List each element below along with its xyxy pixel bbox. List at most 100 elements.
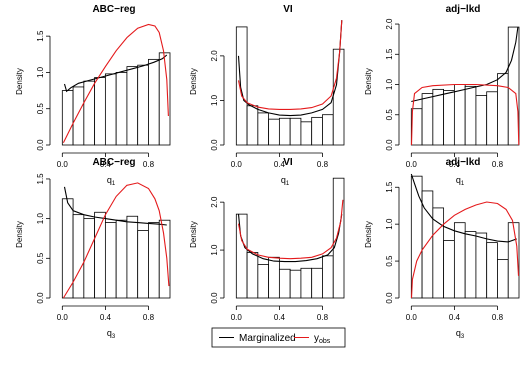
marginalized-density-curve	[63, 186, 167, 226]
histogram-bar	[443, 240, 455, 299]
marginalized-density-curve	[237, 214, 343, 263]
histogram-bar	[475, 232, 488, 299]
x-tick-label: 0.4	[274, 160, 286, 169]
y-axis-label: Density	[15, 221, 24, 248]
yobs-density-curve	[410, 201, 520, 299]
legend: Marginalized yobs	[211, 327, 346, 348]
histogram-bar	[137, 64, 149, 146]
histogram-bar	[486, 91, 498, 146]
histogram-bar	[311, 267, 323, 299]
x-axis-label-sub: 1	[461, 181, 465, 187]
histogram-bar	[148, 222, 160, 299]
x-axis-label-main: q	[456, 175, 461, 185]
x-axis-label-sub: 3	[112, 334, 116, 340]
histogram-bar	[453, 84, 466, 146]
x-tick-label: 0.8	[492, 313, 504, 322]
histogram-bar	[443, 90, 455, 146]
y-axis-label: Density	[364, 68, 373, 95]
x-tick-label: 0.4	[100, 160, 112, 169]
y-axis: 0.0 0.5 1.0 1.5 2.0 Density	[364, 18, 400, 151]
y-tick-label: 0.0	[385, 292, 394, 304]
y-tick-label: 1.0	[36, 66, 45, 78]
histogram-bar	[322, 255, 334, 299]
x-axis-label: q1	[281, 175, 290, 187]
histogram-bar	[246, 252, 259, 299]
y-tick-label: 2.0	[210, 196, 219, 208]
histogram-bar	[278, 117, 291, 146]
histogram-bar	[453, 222, 466, 299]
histogram-bar	[235, 26, 248, 146]
histogram-bar	[507, 222, 520, 299]
y-tick-label: 1.5	[36, 30, 45, 42]
marginalized-density-curve	[63, 54, 168, 93]
x-tick-label: 0.8	[317, 160, 329, 169]
panel-title: VI	[283, 4, 293, 15]
y-axis-label: Density	[189, 68, 198, 95]
x-tick-label: 0.0	[406, 313, 418, 322]
y-tick-label: 1.5	[385, 181, 394, 193]
y-tick-label: 0.0	[385, 139, 394, 151]
panel-3: adj−lkd 0.0 0.4 0.8 q1 0.0 0.5 1.0 1.5 2.0 Density	[364, 4, 520, 187]
x-axis: 0.0 0.4 0.8 q1	[231, 152, 329, 187]
histogram-bar	[126, 66, 139, 146]
histogram-bar	[432, 88, 445, 146]
panel-title: ABC−reg	[92, 157, 135, 168]
histogram-bar	[257, 264, 270, 299]
histogram-bar	[432, 207, 445, 299]
y-axis: 0.0 0.5 1.0 1.5 Density	[15, 30, 51, 151]
panel-2: VI 0.0 0.4 0.8 q1 0.0 1.0 2.0 Density	[189, 4, 345, 187]
y-tick-label: 0.5	[36, 103, 45, 115]
histogram-bar	[61, 198, 74, 299]
yobs-density-curve	[410, 83, 520, 146]
x-axis-label-sub: 1	[112, 181, 116, 187]
histogram-bar	[246, 105, 259, 146]
y-tick-label: 1.5	[385, 48, 394, 60]
y-tick-label: 1.0	[210, 244, 219, 256]
x-axis: 0.0 0.4 0.8 q3	[406, 305, 504, 340]
marginalized-density-curve	[410, 173, 517, 243]
x-tick-label: 0.8	[143, 313, 155, 322]
y-tick-label: 1.5	[36, 173, 45, 185]
yobs-density-curve	[237, 20, 343, 110]
histogram-bar	[464, 231, 477, 299]
x-axis-label-main: q	[281, 175, 286, 185]
y-tick-label: 2.0	[210, 50, 219, 62]
histogram-bar	[235, 213, 248, 299]
y-axis: 0.0 0.5 1.0 1.5 Density	[364, 181, 400, 304]
x-axis: 0.0 0.4 0.8 q1	[57, 152, 155, 187]
y-tick-label: 0.5	[36, 252, 45, 264]
histogram-bar	[126, 215, 139, 299]
x-tick-label: 0.8	[317, 313, 329, 322]
histogram-bar	[322, 114, 334, 146]
histogram-bar	[83, 80, 96, 146]
legend-box	[211, 327, 346, 348]
histogram-bar	[464, 85, 477, 146]
x-tick-label: 0.0	[57, 160, 69, 169]
histogram-bar	[278, 268, 291, 299]
y-axis: 0.0 1.0 2.0 Density	[189, 50, 225, 151]
x-axis: 0.0 0.4 0.8 q3	[57, 305, 155, 340]
y-tick-label: 2.0	[385, 18, 394, 30]
panel-1: ABC−reg 0.0 0.4 0.8 q1 0.0 0.5 1.0 1.5 Density	[15, 4, 171, 187]
legend-yobs-main: y	[314, 333, 319, 344]
histogram-bar	[115, 72, 128, 146]
histogram-bar	[475, 95, 488, 146]
x-axis-label: q1	[456, 175, 465, 187]
x-axis-label-sub: 1	[286, 181, 290, 187]
histogram-bar	[421, 93, 434, 146]
histogram-bar	[104, 73, 117, 146]
legend-yobs-label: yobs	[314, 333, 331, 345]
legend-marginalized-label: Marginalized	[239, 333, 296, 344]
histogram-bar	[72, 86, 85, 146]
histogram-bar	[257, 112, 270, 146]
x-axis-label: q3	[456, 328, 465, 340]
x-tick-label: 0.4	[449, 160, 461, 169]
histogram-bar	[158, 52, 171, 146]
y-tick-label: 1.0	[36, 213, 45, 225]
y-tick-label: 1.0	[385, 218, 394, 230]
histogram-bar	[507, 26, 520, 146]
histogram-bar	[268, 118, 280, 146]
histogram-bar	[148, 58, 160, 146]
